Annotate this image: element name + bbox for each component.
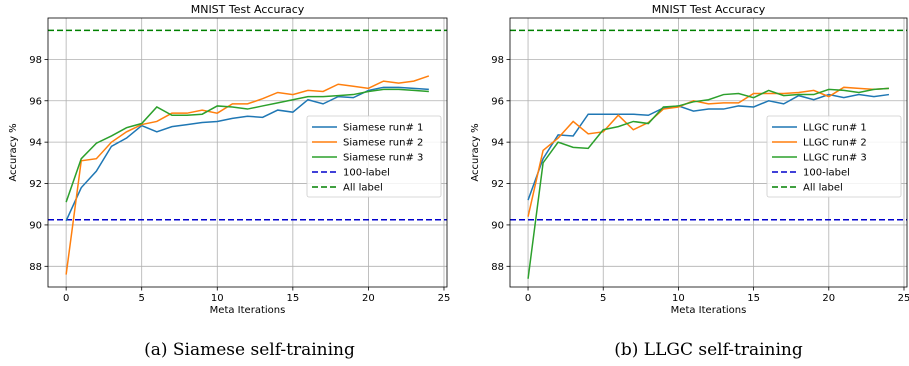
x-tick-label: 15 — [286, 293, 299, 304]
legend-box — [766, 115, 902, 198]
legend-label: LLGC run# 2 — [803, 138, 867, 149]
y-tick-label: 94 — [491, 138, 504, 149]
x-axis-label: Meta Iterations — [671, 305, 747, 316]
y-tick-label: 96 — [29, 96, 42, 107]
panel: MNIST Test Accuracy 0 5 10 15 20 25 88 90 92 94 96 9… — [470, 3, 909, 360]
legend-label: All label — [803, 183, 843, 194]
data-line — [527, 87, 890, 279]
y-axis-label: Accuracy % — [8, 123, 19, 181]
legend-label: Siamese run# 2 — [343, 138, 423, 149]
x-tick-label: 5 — [600, 293, 606, 304]
legend-label: 100-label — [343, 168, 390, 179]
y-axis-label: Accuracy % — [470, 123, 481, 181]
y-tick-label: 90 — [29, 220, 42, 231]
data-line — [65, 75, 430, 275]
y-tick-label: 92 — [29, 179, 42, 190]
chart-title: MNIST Test Accuracy — [191, 3, 305, 16]
x-tick-label: 15 — [747, 293, 760, 304]
caption: (a) Siamese self-training — [144, 340, 355, 360]
legend-label: LLGC run# 1 — [803, 123, 867, 134]
legend: Siamese run# 1 Siamese run# 2 Siamese run#… — [306, 115, 442, 198]
y-tick-label: 98 — [29, 55, 42, 66]
x-tick-label: 10 — [672, 293, 685, 304]
legend-label: Siamese run# 1 — [343, 123, 423, 134]
x-tick-label: 0 — [63, 293, 69, 304]
y-tick-label: 96 — [491, 96, 504, 107]
legend: LLGC run# 1 LLGC run# 2 LLGC run# 3 100-lab… — [766, 115, 902, 198]
plot-frame — [47, 17, 448, 288]
x-tick-label: 25 — [438, 293, 451, 304]
x-tick-label: 20 — [362, 293, 375, 304]
data-line — [527, 93, 890, 201]
panel: MNIST Test Accuracy 0 5 10 15 20 25 88 90 92 94 96 9… — [8, 3, 450, 360]
legend-box — [306, 115, 442, 198]
data-line — [527, 86, 890, 217]
x-tick-label: 20 — [822, 293, 835, 304]
data-line — [65, 88, 429, 203]
caption: (b) LLGC self-training — [614, 340, 803, 360]
y-tick-label: 92 — [491, 179, 504, 190]
plot-frame — [509, 17, 908, 288]
legend-label: LLGC run# 3 — [803, 153, 867, 164]
y-tick-label: 90 — [491, 220, 504, 231]
x-tick-label: 25 — [898, 293, 909, 304]
legend-label: All label — [343, 183, 383, 194]
x-tick-label: 10 — [211, 293, 224, 304]
y-tick-label: 88 — [29, 262, 42, 273]
x-tick-label: 0 — [525, 293, 531, 304]
data-line — [65, 86, 429, 222]
x-axis-label: Meta Iterations — [210, 305, 286, 316]
x-tick-label: 5 — [139, 293, 145, 304]
legend-label: Siamese run# 3 — [343, 153, 423, 164]
chart-title: MNIST Test Accuracy — [652, 3, 766, 16]
y-tick-label: 98 — [491, 55, 504, 66]
y-tick-label: 94 — [29, 138, 42, 149]
legend-label: 100-label — [803, 168, 850, 179]
y-tick-label: 88 — [491, 262, 504, 273]
